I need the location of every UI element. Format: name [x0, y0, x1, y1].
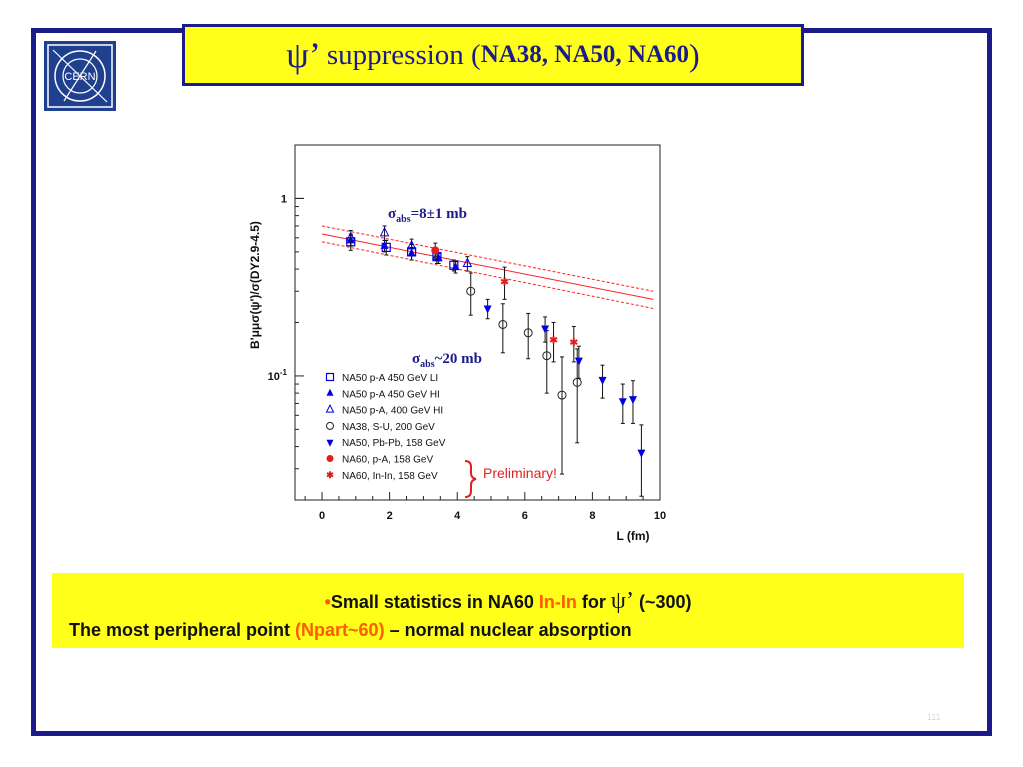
x-tick-label: 2	[387, 510, 393, 522]
legend-na60-in-in-158-gev-marker-arm	[326, 472, 334, 478]
series-na38-s-u-200-gev-point	[466, 286, 476, 296]
series-na60-in-in-158-gev-point-arm	[569, 339, 578, 346]
legend-na60-in-in-158-gev-label: NA60, In-In, 158 GeV	[342, 471, 438, 482]
series-na50-p-a-400-gev-hi-point	[462, 257, 473, 267]
title-prime: ’	[308, 35, 321, 75]
note-npart: (Npart~60)	[295, 620, 385, 640]
series-na60-in-in-158-gev-point	[569, 338, 578, 347]
preliminary-brace	[464, 460, 477, 498]
psi-prime-chart: 0 2 4 6 8 10 1 10-1 NA50 p-A 450 GeV LI NA50 p-A…	[248, 144, 666, 543]
legend-na50-p-a-400-gev-hi-label: NA50 p-A, 400 GeV HI	[342, 406, 443, 417]
legend-na60-p-a-158-gev-marker	[326, 455, 334, 462]
series-na60-in-in-158-gev-point	[500, 277, 509, 286]
note-count: (~300)	[633, 592, 692, 612]
title-experiments: NA38, NA50, NA60	[480, 41, 690, 68]
x-tick-label: 10	[654, 510, 666, 522]
series-na50-p-a-450-gev-hi-point	[451, 262, 460, 271]
series-na60-in-in-158-gev-point-arm	[549, 336, 558, 343]
y-tick-label: 10-1	[268, 368, 288, 383]
fit-line-lower	[321, 241, 654, 309]
cern-logo: CERN	[44, 41, 116, 111]
note-box: •Small statistics in NA60 In-In for ψ’ (…	[52, 573, 964, 648]
title-psi: ψ	[286, 35, 309, 75]
title-text: suppression (	[326, 38, 481, 71]
x-tick-label: 0	[319, 510, 325, 522]
series-na50-pb-pb-158-gev-point	[574, 357, 583, 366]
legend-na50-pb-pb-158-gev-marker	[326, 439, 334, 447]
series-na50-p-a-400-gev-hi-point	[345, 231, 356, 242]
sigma-abs-bottom-label: σabs~20 mb	[412, 351, 482, 370]
x-tick-label: 4	[454, 510, 461, 522]
series-na38-s-u-200-gev-point	[498, 319, 508, 329]
legend-na50-p-a-450-gev-li-marker	[325, 372, 335, 382]
series-na50-pb-pb-158-gev-point	[637, 449, 646, 458]
series-na38-s-u-200-gev-point	[557, 390, 567, 400]
series-na60-p-a-158-gev-point	[431, 246, 440, 255]
note-line1-text: Small statistics in NA60	[330, 592, 539, 612]
cern-logo-text: CERN	[64, 71, 95, 83]
legend-na60-p-a-158-gev-label: NA60, p-A, 158 GeV	[342, 455, 433, 466]
note-for: for	[576, 592, 611, 612]
y-tick-label: 1	[281, 193, 287, 205]
legend-na60-in-in-158-gev-marker	[326, 471, 334, 479]
series-na50-pb-pb-158-gev-point	[628, 396, 637, 405]
note-bullet: •	[324, 592, 331, 612]
series-na50-p-a-400-gev-hi-point	[406, 239, 417, 250]
note-line-2: The most peripheral point (Npart~60) – n…	[69, 620, 632, 641]
legend-na38-s-u-200-gev-marker	[326, 421, 334, 430]
note-absorption: – normal nuclear absorption	[384, 620, 632, 640]
series-na38-s-u-200-gev-point	[523, 328, 533, 338]
legend-na50-pb-pb-158-gev-label: NA50, Pb-Pb, 158 GeV	[342, 438, 446, 449]
title-close-paren: )	[689, 36, 700, 73]
note-line2-text: The most peripheral point	[69, 620, 296, 640]
series-na50-pb-pb-158-gev-point	[483, 305, 492, 314]
slide-title: ψ’ suppression (NA38, NA50, NA60)	[182, 24, 804, 86]
series-na50-p-a-400-gev-hi-point	[379, 226, 390, 237]
page-number: 111	[927, 712, 941, 722]
series-na50-p-a-450-gev-hi-point	[380, 240, 389, 249]
series-na38-s-u-200-gev-point	[542, 351, 552, 361]
sigma-abs-top-label: σabs=8±1 mb	[388, 206, 467, 225]
note-line-1: •Small statistics in NA60 In-In for ψ’ (…	[52, 588, 964, 615]
legend-na50-p-a-450-gev-hi-label: NA50 p-A 450 GeV HI	[342, 389, 440, 400]
legend-na50-p-a-450-gev-hi-marker	[326, 388, 334, 396]
x-tick-label: 6	[522, 510, 528, 522]
legend-na50-p-a-450-gev-li-label: NA50 p-A 450 GeV LI	[342, 373, 438, 384]
note-psi-symbol: ψ’	[610, 588, 634, 614]
series-na50-pb-pb-158-gev-point	[541, 325, 550, 334]
series-na50-pb-pb-158-gev-point	[598, 376, 607, 385]
x-axis-label: L (fm)	[616, 529, 649, 543]
series-na60-in-in-158-gev-point-arm	[500, 278, 509, 285]
y-axis-label: B'μμσ(ψ')/σ(DY2.9-4.5)	[248, 221, 262, 349]
preliminary-label: Preliminary!	[483, 465, 557, 481]
fit-line-center	[321, 233, 654, 300]
legend-na50-p-a-400-gev-hi-marker	[325, 403, 335, 413]
series-na50-pb-pb-158-gev-point	[618, 398, 627, 407]
legend-na38-s-u-200-gev-label: NA38, S-U, 200 GeV	[342, 422, 435, 433]
series-na60-in-in-158-gev-point	[549, 335, 558, 344]
x-tick-label: 8	[589, 510, 595, 522]
fit-line-upper	[321, 225, 654, 292]
cern-logo-icon: CERN	[47, 44, 113, 108]
note-in-in: In-In	[538, 592, 577, 612]
